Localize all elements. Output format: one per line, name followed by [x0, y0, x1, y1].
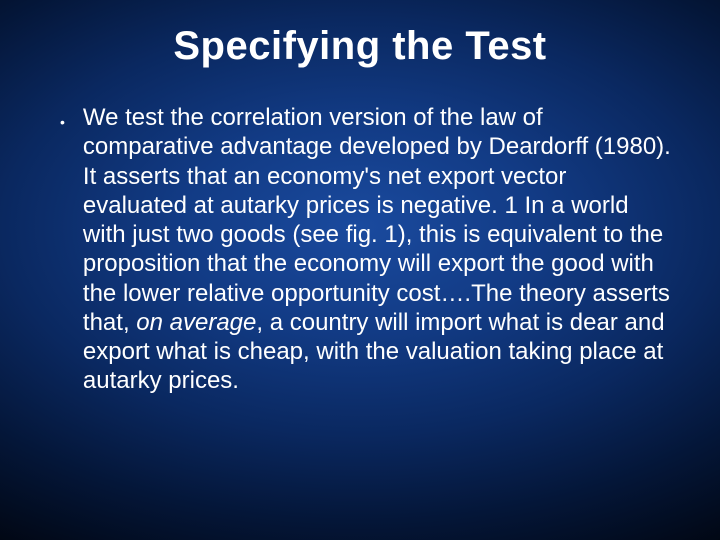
slide-title: Specifying the Test — [0, 0, 720, 69]
bullet-text: We test the correlation version of the l… — [83, 103, 674, 396]
bullet-text-italic: on average — [136, 309, 256, 336]
bullet-item: • We test the correlation version of the… — [60, 103, 674, 396]
bullet-marker: • — [60, 103, 83, 129]
bullet-text-seg1: We test the correlation version of the l… — [83, 104, 671, 336]
slide-body: • We test the correlation version of the… — [0, 69, 720, 396]
slide: Specifying the Test • We test the correl… — [0, 0, 720, 540]
